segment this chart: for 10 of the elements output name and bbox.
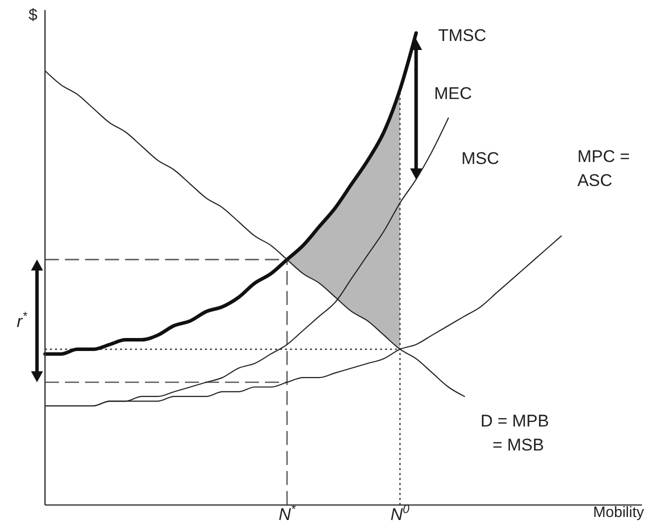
x-tick-label: N$^{0}$ [390,502,410,523]
series-label: D = MPB = MSB [480,411,550,454]
series-label: MSC [461,148,500,168]
x-axis-title: Mobility [593,504,644,521]
annotation: MEC [434,84,472,103]
x-tick-label: N$^{*}$ [278,502,296,523]
text: r$^{*}$ [16,308,28,331]
y-axis-title: $ [28,7,38,24]
text: MPC = ASC [577,146,630,190]
legend-label: TMSC [438,26,486,45]
